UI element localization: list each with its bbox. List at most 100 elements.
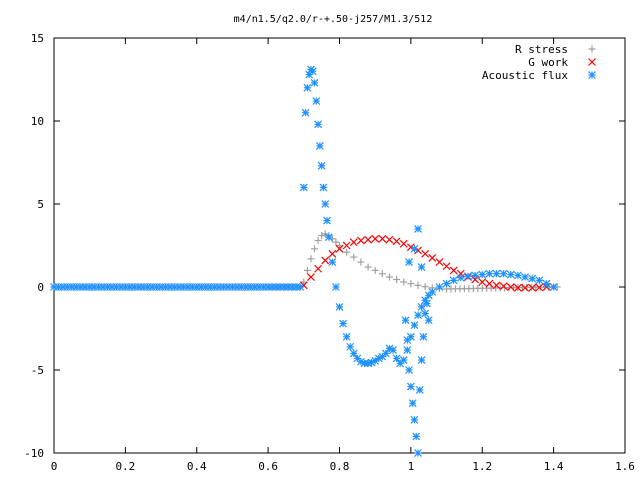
- data-point: [307, 255, 315, 263]
- y-tick-label: -5: [31, 364, 44, 377]
- data-point: [414, 311, 422, 320]
- data-point: [303, 83, 312, 92]
- y-tick-label: 15: [31, 32, 44, 45]
- data-point: [311, 245, 319, 253]
- data-point: [301, 108, 310, 117]
- data-point: [314, 264, 323, 273]
- data-point: [403, 346, 412, 355]
- data-point: [381, 349, 390, 358]
- data-point: [342, 241, 351, 250]
- data-point: [410, 321, 419, 330]
- data-point: [414, 224, 422, 233]
- x-tick-label: 1: [408, 460, 415, 473]
- data-point: [403, 336, 412, 345]
- data-point: [393, 276, 401, 284]
- data-point: [371, 266, 379, 274]
- data-point: [364, 235, 372, 244]
- data-point: [335, 302, 344, 311]
- data-point: [549, 283, 558, 291]
- series-g-work: [299, 234, 558, 292]
- data-point: [317, 161, 326, 170]
- data-point: [464, 272, 472, 281]
- data-point: [332, 238, 340, 246]
- data-point: [336, 242, 343, 249]
- data-point: [371, 356, 380, 365]
- data-point: [310, 78, 319, 87]
- data-point: [514, 271, 522, 280]
- data-point: [401, 316, 410, 325]
- data-point: [296, 283, 305, 291]
- data-point: [321, 256, 330, 265]
- data-point: [314, 120, 323, 129]
- y-tick-label: 10: [31, 115, 44, 128]
- data-point: [521, 283, 529, 292]
- data-point: [399, 356, 408, 364]
- legend-label: R stress: [515, 43, 568, 56]
- data-point: [399, 239, 408, 248]
- data-point: [307, 273, 315, 281]
- data-point: [506, 270, 515, 279]
- data-point: [417, 356, 426, 364]
- chart-title: m4/n1.5/q2.0/r-+.50-j257/M1.3/512: [234, 14, 433, 25]
- data-point: [535, 283, 544, 292]
- axes: 0 0.2 0.4 0.6 0.8 1 1.2 1.4 1.6 -10 -5 0 5 10 15: [24, 32, 635, 473]
- data-point: [385, 235, 394, 244]
- y-tick-label: 0: [37, 281, 44, 294]
- data-point: [378, 270, 386, 278]
- data-point: [324, 233, 333, 242]
- data-point: [423, 299, 431, 308]
- data-point: [299, 183, 308, 192]
- data-point: [408, 399, 417, 408]
- data-point: [499, 282, 508, 291]
- data-point: [435, 258, 444, 267]
- data-point: [528, 274, 537, 283]
- data-point: [506, 283, 515, 291]
- y-tick-label: -10: [24, 447, 44, 460]
- series-acoustic-flux: [50, 65, 558, 457]
- legend-marker: [588, 71, 596, 79]
- data-point: [342, 332, 351, 341]
- data-point: [535, 276, 544, 285]
- data-point: [449, 276, 458, 285]
- data-point: [332, 283, 340, 291]
- data-point: [356, 236, 365, 245]
- data-point: [415, 385, 424, 394]
- data-point: [412, 432, 421, 441]
- data-point: [300, 278, 308, 286]
- data-point: [400, 278, 408, 286]
- legend-marker: [588, 45, 596, 53]
- data-point: [542, 279, 551, 288]
- data-point: [485, 269, 494, 278]
- data-point: [357, 258, 365, 266]
- data-point: [442, 279, 451, 288]
- x-tick-label: 0.8: [330, 460, 350, 473]
- data-point: [392, 354, 401, 363]
- data-point: [428, 254, 437, 262]
- data-point: [421, 249, 430, 258]
- data-point: [389, 346, 397, 355]
- data-point: [371, 234, 380, 243]
- data-point: [349, 238, 358, 247]
- data-point: [471, 271, 480, 280]
- data-point: [421, 309, 430, 318]
- data-point: [442, 262, 451, 271]
- data-point: [410, 415, 419, 424]
- x-tick-label: 0.6: [258, 460, 278, 473]
- legend-label: Acoustic flux: [482, 69, 568, 82]
- data-point: [315, 141, 324, 150]
- data-point: [485, 279, 494, 288]
- data-point: [414, 281, 422, 289]
- data-point: [514, 283, 522, 292]
- x-tick-label: 1.4: [544, 460, 564, 473]
- data-marks: [50, 65, 561, 457]
- data-point: [312, 97, 321, 106]
- data-point: [323, 216, 331, 225]
- data-point: [349, 349, 358, 358]
- data-point: [435, 283, 444, 291]
- data-point: [303, 266, 311, 274]
- data-point: [328, 258, 337, 267]
- data-point: [478, 278, 487, 286]
- data-point: [417, 263, 426, 272]
- x-tick-label: 0.4: [187, 460, 207, 473]
